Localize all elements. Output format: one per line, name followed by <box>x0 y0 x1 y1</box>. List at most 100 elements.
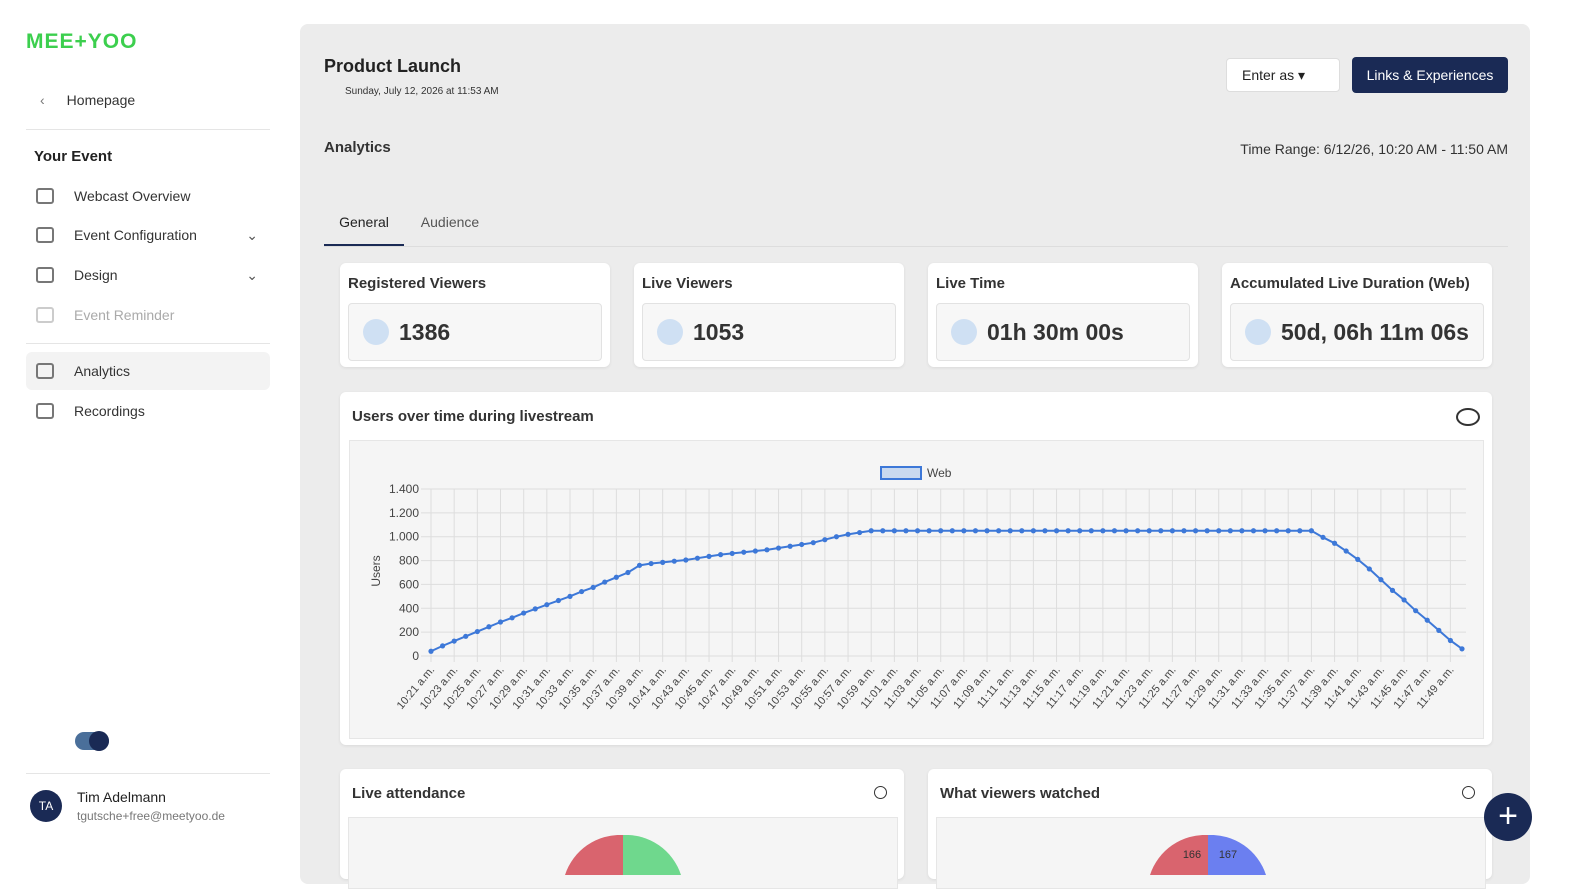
tab[interactable]: General <box>324 206 404 246</box>
point <box>1111 528 1118 534</box>
point <box>1158 528 1164 534</box>
enter-as-text: Enter as <box>1242 67 1295 83</box>
help-icon[interactable] <box>1462 786 1475 799</box>
stat-card: Accumulated Live Duration (Web) 50d, 06h … <box>1222 263 1492 367</box>
point <box>787 543 793 549</box>
back-link[interactable]: ‹ Homepage <box>40 92 136 108</box>
point <box>578 588 585 595</box>
pie-slice <box>1208 835 1266 875</box>
user-name: Tim Adelmann <box>77 789 166 805</box>
point <box>1204 528 1210 534</box>
tab[interactable]: Audience <box>420 214 480 230</box>
links-button[interactable]: Links & Experiences <box>1352 57 1508 93</box>
stat-label: Live Viewers <box>642 275 733 292</box>
pie <box>565 835 681 875</box>
help-icon[interactable] <box>874 786 887 799</box>
y-tick-label: 0 <box>412 649 419 663</box>
divider <box>26 343 270 344</box>
stat-icon <box>951 319 977 345</box>
point <box>845 531 851 537</box>
pie-label: 167 <box>1219 849 1237 861</box>
chart-title: Users over time during livestream <box>352 408 594 425</box>
nav-text: Analytics <box>74 363 131 379</box>
point <box>1030 528 1036 534</box>
stat-card: Live Time 01h 30m 00s <box>928 263 1198 367</box>
nav-item[interactable]: Recordings <box>26 392 270 430</box>
point <box>914 528 921 534</box>
section-heading: Analytics <box>324 139 391 156</box>
point <box>1447 637 1454 644</box>
point <box>497 619 504 625</box>
point <box>1297 528 1303 534</box>
panel-title: What viewers watched <box>940 785 1101 802</box>
nav-item[interactable]: Event Reminder <box>26 296 270 334</box>
point <box>1216 528 1222 534</box>
fab[interactable]: + <box>1484 793 1532 841</box>
user-email: tgutsche+free@meetyoo.de <box>77 809 225 823</box>
point <box>1239 528 1245 534</box>
nav-item[interactable]: Event Configuration ⌄ <box>26 216 270 254</box>
nav-item[interactable]: Analytics <box>26 352 270 390</box>
stat-box: 01h 30m 00s <box>936 303 1190 361</box>
point <box>996 528 1002 534</box>
point <box>880 528 886 534</box>
nav-icon <box>36 267 54 283</box>
avatar: TA <box>30 790 62 822</box>
knob <box>89 731 109 751</box>
point <box>1135 528 1141 534</box>
panel: Live attendance <box>340 769 904 889</box>
point <box>567 593 573 599</box>
nav-text: Design <box>74 267 118 283</box>
point <box>1123 528 1129 534</box>
stat-box: 1053 <box>642 303 896 361</box>
point <box>509 615 515 621</box>
point <box>1088 528 1094 534</box>
stat-value: 01h 30m 00s <box>987 318 1124 345</box>
point <box>799 541 805 548</box>
stat-box: 1386 <box>348 303 602 361</box>
chevron: ⌄ <box>246 266 258 283</box>
stat-box: 50d, 06h 11m 06s <box>1230 303 1484 361</box>
event-title: Product Launch <box>324 56 462 76</box>
theme-toggle[interactable] <box>75 731 109 751</box>
y-tick-label: 1.000 <box>389 530 419 544</box>
point <box>903 528 909 534</box>
point <box>1042 528 1048 534</box>
tab-line <box>324 246 1508 247</box>
point <box>1424 617 1430 623</box>
point <box>694 555 701 561</box>
point <box>822 537 828 543</box>
point <box>1169 528 1175 534</box>
enter-as[interactable]: Enter as ▾ <box>1226 58 1340 92</box>
nav-text: Webcast Overview <box>74 188 191 204</box>
point <box>1331 540 1338 546</box>
event-date: Sunday, July 12, 2026 at 11:53 AM <box>345 86 499 97</box>
pie: 166 167 <box>1150 835 1266 875</box>
point <box>868 528 874 534</box>
nav-item[interactable]: Webcast Overview <box>26 177 270 215</box>
stat-label: Live Time <box>936 275 1005 292</box>
pie-label: 166 <box>1183 849 1201 861</box>
nav-item[interactable]: Design ⌄ <box>26 256 270 294</box>
stat-icon <box>1245 319 1271 345</box>
point <box>949 528 955 534</box>
nav-text: Event Configuration <box>74 227 197 243</box>
y-tick-label: 200 <box>399 625 419 639</box>
point <box>752 548 758 554</box>
stat-label: Accumulated Live Duration (Web) <box>1230 275 1470 292</box>
point <box>1378 577 1384 583</box>
point <box>891 528 897 534</box>
legend-swatch <box>880 466 922 480</box>
point <box>532 606 538 612</box>
nav-icon <box>36 227 54 243</box>
point <box>729 550 735 557</box>
hide-icon[interactable] <box>1456 408 1480 426</box>
panel-title: Live attendance <box>352 785 466 802</box>
back-text: Homepage <box>66 92 136 108</box>
y-tick-label: 800 <box>399 554 419 568</box>
point <box>741 549 747 555</box>
stat-value: 1053 <box>693 318 745 345</box>
logo: MEE+YOO <box>26 30 138 53</box>
